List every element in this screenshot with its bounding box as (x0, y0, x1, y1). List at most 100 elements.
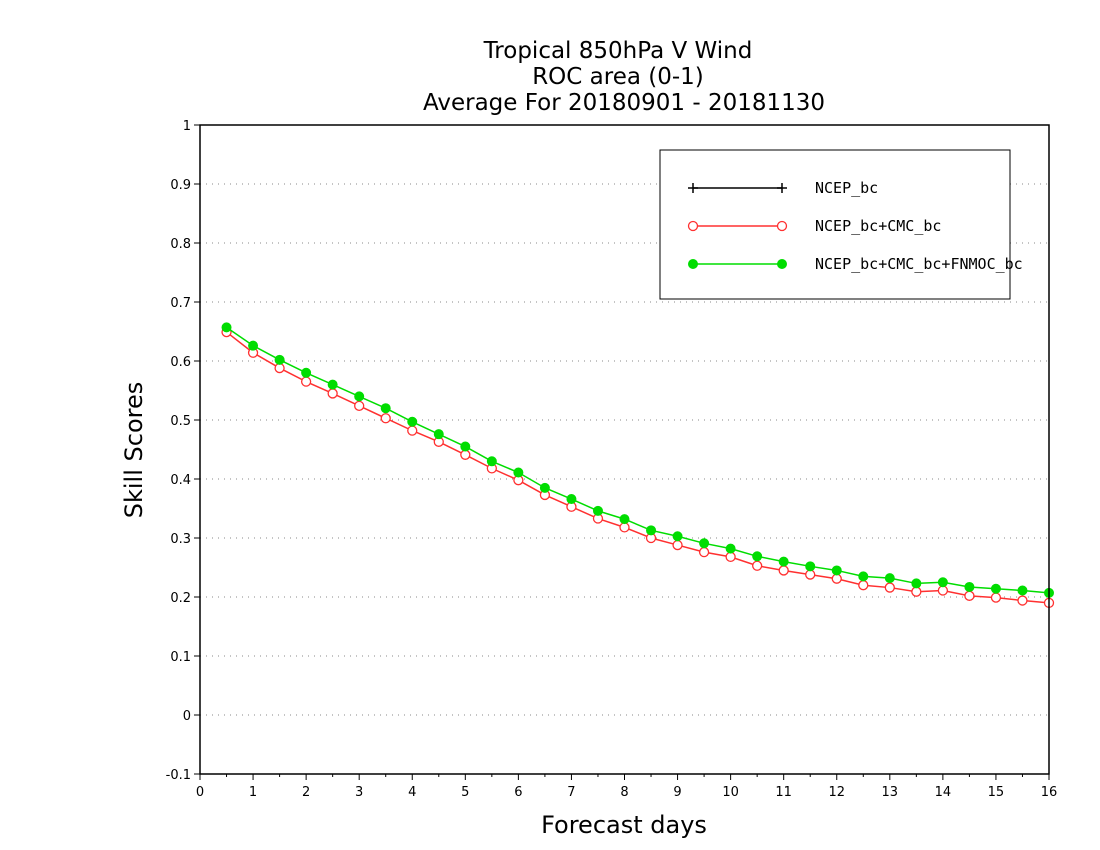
data-point (937, 585, 949, 596)
x-tick-label: 2 (302, 785, 310, 800)
x-tick-label: 11 (775, 785, 792, 800)
x-tick-label: 1 (249, 785, 257, 800)
series-2 (221, 326, 1055, 609)
legend-label: NCEP_bc+CMC_bc (815, 217, 941, 235)
data-point (566, 494, 577, 505)
data-point (805, 561, 816, 572)
x-tick-label: 15 (988, 785, 1005, 800)
series-layer (221, 322, 1055, 609)
data-point (539, 482, 550, 493)
data-point (858, 571, 869, 582)
y-tick-label: 1 (183, 119, 191, 134)
legend-entry-1: NCEP_bc (688, 179, 878, 197)
data-point (486, 456, 497, 467)
data-point (460, 441, 471, 452)
legend-marker (777, 259, 787, 269)
legend-entry-2: NCEP_bc+CMC_bc (687, 217, 941, 235)
data-point (433, 429, 444, 440)
data-point (990, 592, 1002, 603)
legend-entry-3: NCEP_bc+CMC_bc+FNMOC_bc (688, 255, 1023, 273)
data-point (619, 514, 630, 525)
legend-label: NCEP_bc+CMC_bc+FNMOC_bc (815, 255, 1023, 273)
y-axis-ticks: -0.1 0 0.1 0.2 0.3 0.4 0.5 0.6 0.7 0.8 0.9 1 (166, 119, 200, 783)
x-tick-label: 9 (673, 785, 681, 800)
x-tick-label: 5 (461, 785, 469, 800)
data-point (592, 505, 603, 516)
legend-marker (688, 183, 698, 193)
data-point (911, 586, 922, 597)
y-axis-title: Skill Scores (120, 382, 148, 519)
title-line-2: ROC area (0-1) (532, 64, 704, 90)
data-point (354, 400, 365, 411)
data-point (964, 581, 975, 592)
data-point (725, 551, 736, 563)
data-point (301, 367, 312, 378)
data-point (300, 376, 312, 387)
chart-title: Tropical 850hPa V Wind ROC area (0-1) Av… (423, 38, 825, 116)
x-tick-label: 14 (935, 785, 952, 800)
y-tick-label: 0.1 (170, 650, 191, 665)
data-point (937, 577, 948, 588)
data-point (699, 538, 710, 549)
data-point (274, 362, 285, 374)
x-tick-label: 7 (567, 785, 575, 800)
x-tick-label: 13 (882, 785, 899, 800)
data-point (619, 522, 630, 533)
data-point (884, 573, 895, 584)
data-point (752, 551, 763, 562)
data-point (407, 425, 418, 436)
data-point (778, 565, 789, 576)
legend-box (659, 149, 1011, 300)
data-point (831, 573, 842, 584)
data-point (725, 543, 736, 554)
data-point (990, 583, 1001, 594)
data-point (752, 560, 763, 571)
data-point (698, 547, 710, 558)
data-point (964, 590, 975, 601)
y-tick-label: 0.5 (170, 414, 191, 429)
data-point (380, 413, 391, 424)
y-tick-label: 0.4 (170, 473, 191, 488)
data-point (1017, 585, 1028, 596)
data-point (672, 531, 683, 542)
x-tick-label: 8 (620, 785, 628, 800)
x-tick-label: 4 (408, 785, 416, 800)
data-point (248, 340, 259, 351)
data-point (672, 539, 683, 551)
x-tick-label: 10 (722, 785, 739, 800)
x-tick-label: 3 (355, 785, 363, 800)
y-tick-label: -0.1 (166, 768, 191, 783)
data-point (274, 354, 285, 365)
data-point (1017, 595, 1028, 606)
y-tick-label: 0.7 (170, 296, 191, 311)
y-tick-label: 0.3 (170, 532, 191, 547)
data-point (831, 565, 842, 576)
series-line (226, 326, 1050, 594)
series-line (226, 331, 1050, 604)
data-point (460, 449, 471, 460)
series-3 (221, 322, 1054, 598)
y-tick-label: 0.9 (170, 178, 191, 193)
data-point (407, 416, 418, 427)
data-point (380, 403, 391, 414)
y-tick-label: 0.6 (170, 355, 191, 370)
legend-marker (776, 220, 788, 232)
data-point (911, 578, 922, 589)
data-point (354, 391, 365, 402)
title-line-3: Average For 20180901 - 20181130 (423, 90, 825, 116)
x-axis-title: Forecast days (541, 811, 707, 839)
data-point (513, 467, 524, 478)
data-point (327, 388, 338, 399)
y-tick-label: 0.8 (170, 237, 191, 252)
data-point (884, 582, 895, 593)
data-point (221, 322, 232, 333)
data-point (858, 580, 869, 591)
data-point (805, 569, 816, 580)
x-tick-label: 12 (828, 785, 845, 800)
legend: NCEP_bc NCEP_bc+CMC_bc NCEP_bc+CMC_bc+FNMO… (659, 149, 1023, 300)
data-point (778, 556, 789, 567)
x-tick-label: 0 (196, 785, 204, 800)
legend-marker (688, 259, 698, 269)
y-tick-label: 0.2 (170, 591, 191, 606)
